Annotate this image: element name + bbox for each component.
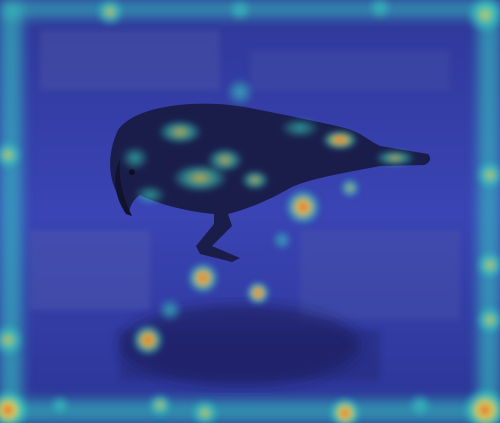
- bird-shadow: [120, 305, 360, 385]
- bird-heat: [121, 118, 415, 205]
